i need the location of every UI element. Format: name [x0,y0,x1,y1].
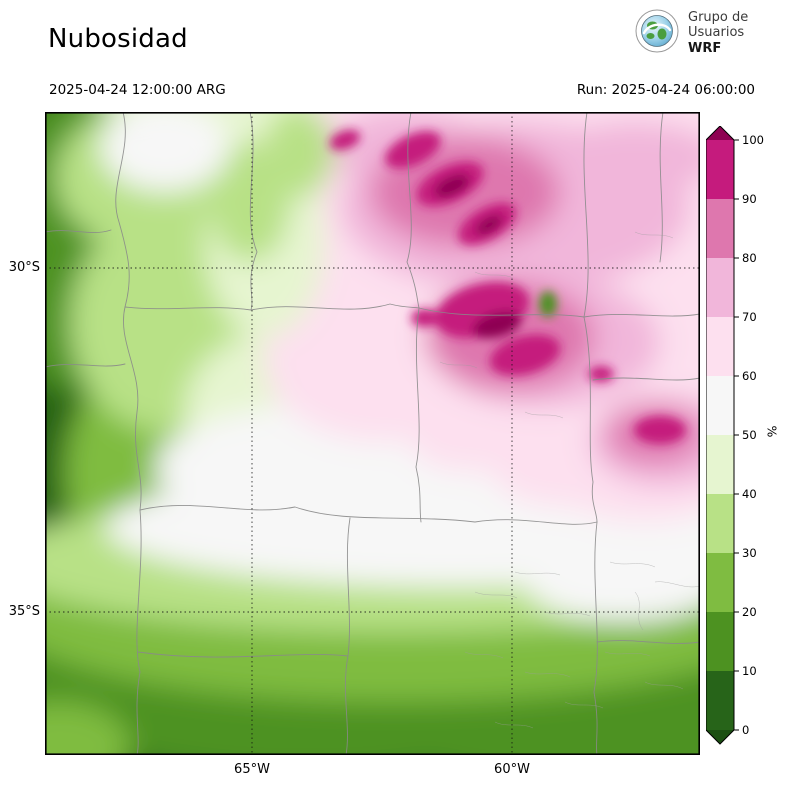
colorbar-segment [706,435,734,494]
colorbar-tick-label: 50 [742,428,757,442]
cloud-cover-map [45,112,701,756]
colorbar-unit-label: % [764,425,780,438]
lat-tick-35s: 35°S [8,604,40,619]
colorbar-segment [706,612,734,671]
colorbar-tick-label: 20 [742,605,757,619]
colorbar-under-arrow [706,730,734,744]
colorbar-tick-label: 80 [742,251,757,265]
cloud-field [45,112,700,755]
map-canvas [45,112,701,756]
province-borders [45,112,700,755]
colorbar-outline [705,125,735,745]
logo-line-2: Usuarios [688,25,745,41]
department-borders [439,231,700,729]
valid-datetime-label: 2025-04-24 12:00:00 ARG [49,82,226,98]
colorbar-over-arrow [706,126,734,140]
run-datetime-label: Run: 2025-04-24 06:00:00 [576,82,755,98]
wrf-globe-icon [634,8,680,58]
colorbar-segment [706,140,734,199]
colorbar-segment [706,553,734,612]
colorbar-segment [706,317,734,376]
lon-tick-65w: 65°W [234,762,270,777]
colorbar-tick-label: 30 [742,546,757,560]
lon-tick-60w: 60°W [494,762,530,777]
wrf-logo-text: Grupo de Usuarios WRF [688,10,748,57]
logo-line-1: Grupo de [688,9,749,25]
colorbar-tick-label: 60 [742,369,757,383]
colorbar-tick-label: 70 [742,310,757,324]
colorbar-segment [706,376,734,435]
colorbar-tick-label: 90 [742,192,757,206]
page-title: Nubosidad [48,24,188,54]
colorbar-segment [706,671,734,730]
colorbar-tick-label: 0 [742,723,749,737]
graticule [45,112,700,755]
colorbar-tick-label: 100 [742,133,764,147]
colorbar-tick-label: 40 [742,487,757,501]
wrf-logo: Grupo de Usuarios WRF [634,8,748,58]
lat-tick-30s: 30°S [8,260,40,275]
colorbar-tick-label: 10 [742,664,757,678]
logo-line-3: WRF [688,40,722,56]
colorbar: 100 90 80 70 60 50 40 30 20 10 0 [705,125,778,752]
colorbar-segment [706,258,734,317]
colorbar-tick-marks [734,139,739,731]
cloud-maxima-cells [329,129,686,444]
colorbar-segment [706,199,734,258]
map-frame [45,112,701,756]
colorbar-segment [706,494,734,553]
